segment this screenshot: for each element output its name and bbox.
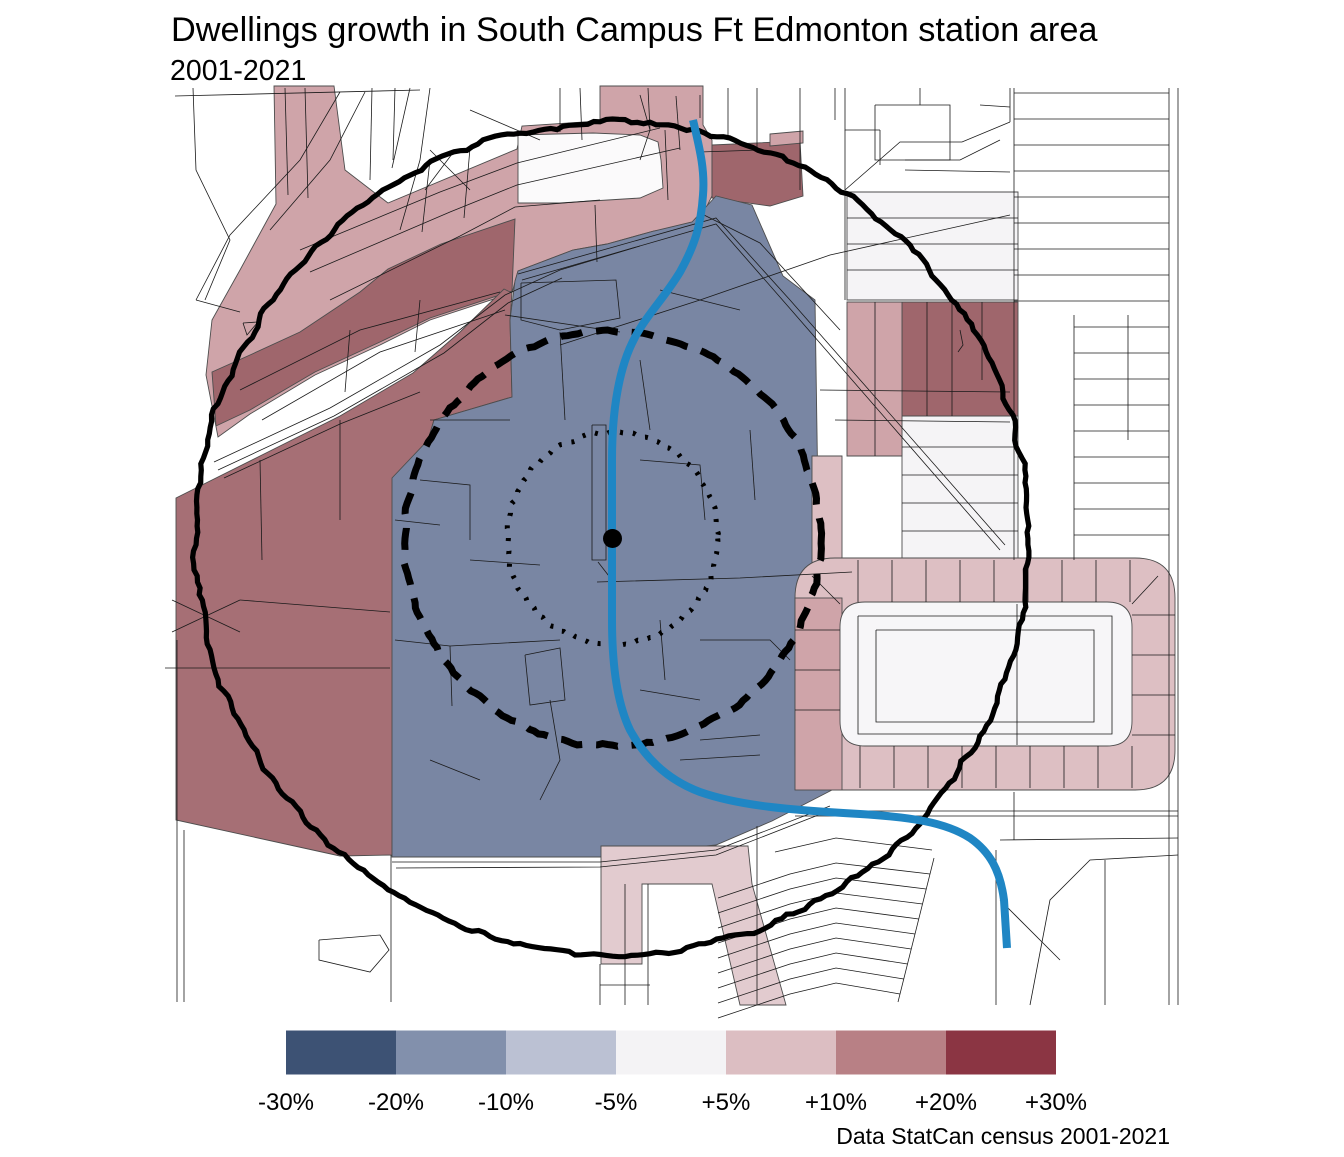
svg-text:-20%: -20%	[368, 1089, 424, 1116]
svg-text:2001-2021: 2001-2021	[170, 55, 306, 87]
svg-text:-30%: -30%	[258, 1089, 314, 1116]
svg-text:Data StatCan census 2001-2021: Data StatCan census 2001-2021	[836, 1123, 1170, 1149]
svg-text:+10%: +10%	[805, 1089, 867, 1116]
svg-text:+5%: +5%	[702, 1089, 751, 1116]
svg-text:Dwellings growth in South Camp: Dwellings growth in South Campus Ft Edmo…	[171, 11, 1098, 49]
svg-text:-10%: -10%	[478, 1089, 534, 1116]
svg-text:+20%: +20%	[915, 1089, 977, 1116]
svg-text:-5%: -5%	[595, 1089, 638, 1116]
svg-text:+30%: +30%	[1025, 1089, 1087, 1116]
